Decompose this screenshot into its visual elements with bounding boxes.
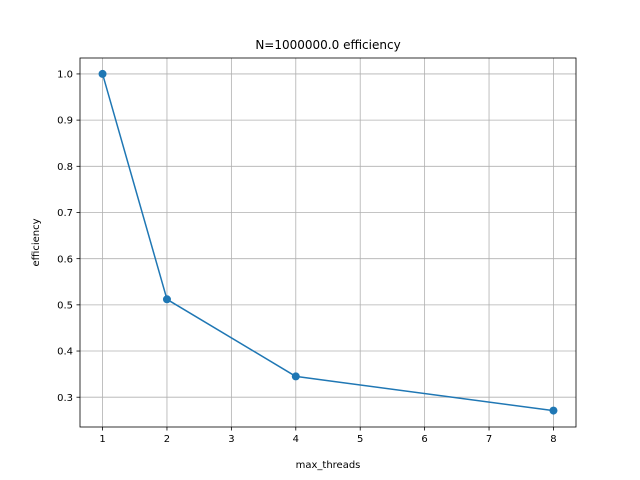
y-tick-label: 0.5 [57,300,73,311]
data-point [162,295,171,304]
y-tick-label: 0.3 [57,393,73,404]
x-tick-label: 4 [293,434,299,445]
y-axis-label: efficiency [31,218,42,266]
x-axis-label: max_threads [296,460,361,471]
plot-area-background [80,58,576,427]
x-tick-label: 6 [421,434,427,445]
x-tick-label: 8 [550,434,556,445]
x-tick-label: 7 [486,434,492,445]
plot-frame [79,57,577,428]
y-tick-label: 1.0 [57,70,73,81]
x-tick-label: 1 [99,434,105,445]
data-point [291,372,300,381]
data-point [549,406,558,415]
axis-ticks: 1 2 3 4 5 6 7 8 0.3 0.4 0.5 0.6 0.7 0.8 0.9 1.0 [57,70,557,445]
x-tick-label: 5 [357,434,363,445]
grid-lines [80,58,576,427]
x-tick-label: 3 [228,434,234,445]
y-tick-label: 0.8 [57,162,73,173]
y-tick-label: 0.6 [57,254,73,265]
series-line [101,73,554,412]
y-tick-label: 0.4 [57,347,73,358]
y-tick-label: 0.9 [57,116,73,127]
data-point [98,69,107,78]
x-tick-label: 2 [164,434,170,445]
y-tick-label: 0.7 [57,208,73,219]
series-layer [98,69,558,415]
chart-title: N=1000000.0 efficiency [255,38,400,52]
